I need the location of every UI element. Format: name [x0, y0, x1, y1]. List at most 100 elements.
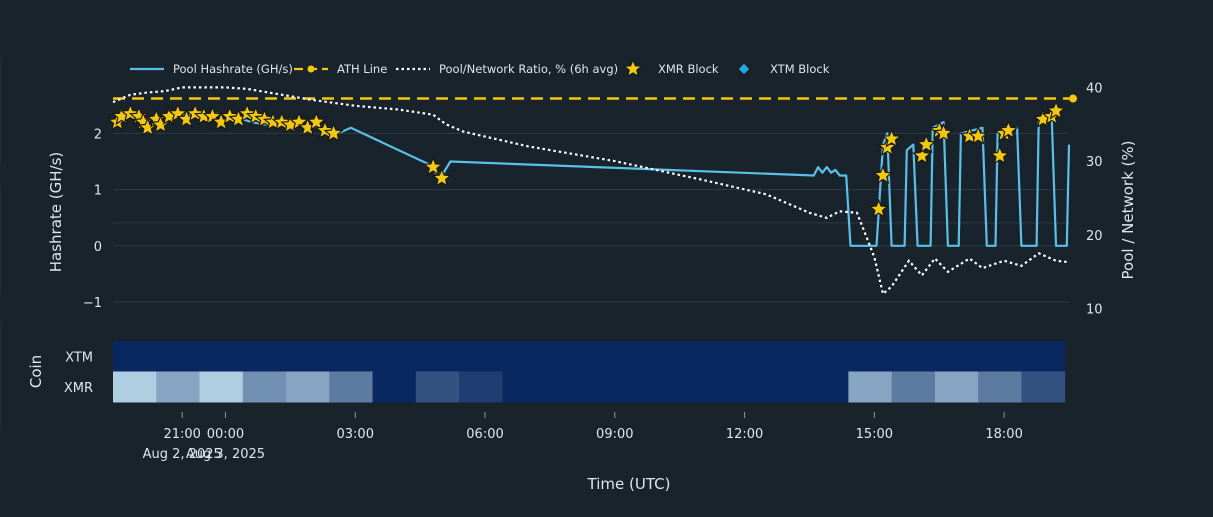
xmr-block-marker	[306, 111, 327, 131]
heatmap-cell-xmr	[199, 371, 244, 403]
heatmap-cell-xmr	[372, 371, 417, 403]
coin-heatmap	[113, 341, 1066, 403]
xmr-block-marker	[881, 128, 902, 148]
legend[interactable]: Pool Hashrate (GH/s) ATH Line Pool/Network…	[130, 58, 830, 78]
heatmap-cell-xmr	[545, 371, 590, 403]
heatmap-cell-xtm	[761, 341, 806, 372]
heatmap-cell-xtm	[934, 341, 979, 372]
heatmap-cell-xmr	[805, 371, 849, 403]
legend-label: XTM Block	[770, 62, 830, 76]
xmr-block-marker	[998, 120, 1019, 140]
heatmap-cell-xmr	[113, 371, 157, 403]
heatmap-cell-xtm	[502, 341, 547, 372]
y-right-tick-label: 40	[1086, 81, 1103, 96]
x-tick-label: 12:00	[726, 427, 763, 442]
xmr-block-marker	[219, 105, 240, 126]
heatmap-row-label: XMR	[64, 381, 93, 396]
heatmap-cell-xtm	[632, 341, 676, 372]
xmr-block-marker	[422, 156, 444, 176]
legend-label: XMR Block	[658, 62, 719, 76]
legend-label: ATH Line	[337, 62, 387, 76]
side-card-bottom	[0, 318, 2, 428]
legend-item-xmr[interactable]: XMR Block	[622, 58, 719, 78]
heatmap-cell-xmr	[459, 371, 503, 403]
legend-item-ath[interactable]: ATH Line	[294, 62, 387, 76]
legend-item-hashrate[interactable]: Pool Hashrate (GH/s)	[130, 62, 293, 76]
heatmap-cell-xmr	[156, 371, 201, 403]
xmr-block-marker	[916, 134, 937, 154]
legend-swatch-marker	[307, 65, 315, 73]
diamond-icon	[737, 62, 751, 76]
y-left-tick-label: 0	[94, 240, 102, 255]
x-tick-label: 03:00	[337, 427, 374, 442]
heatmap-cell-xmr	[934, 371, 979, 403]
xmr-block-marker	[254, 108, 275, 128]
heatmap-y-axis-title: Coin	[27, 355, 45, 388]
heatmap-cell-xtm	[156, 341, 201, 372]
heatmap-cell-xtm	[545, 341, 590, 372]
heatmap-cell-xmr	[415, 371, 460, 403]
xmr-block-marker	[968, 125, 989, 145]
legend-item-xtm[interactable]: XTM Block	[737, 62, 830, 76]
x-tick-label: 00:00	[207, 427, 244, 442]
heatmap-cell-xmr	[848, 371, 893, 403]
heatmap-row-label: XTM	[65, 350, 93, 365]
heatmap-cell-xmr	[978, 371, 1022, 403]
xmr-block-marker	[202, 105, 223, 126]
xmr-block-marker	[868, 198, 889, 218]
x-tick-label: 15:00	[856, 427, 893, 442]
legend-label: Pool/Network Ratio, % (6h avg)	[439, 62, 618, 76]
xmr-block-marker	[431, 167, 452, 187]
legend-label: Pool Hashrate (GH/s)	[173, 62, 293, 76]
block-markers	[107, 100, 1067, 218]
y-right-tick-label: 20	[1086, 229, 1103, 244]
xmr-block-marker	[933, 122, 954, 142]
xmr-block-marker	[989, 145, 1010, 165]
xmr-block-marker	[120, 103, 141, 123]
heatmap-cell-xtm	[113, 341, 157, 372]
heatmap-cell-xtm	[718, 341, 763, 372]
heatmap-cell-xmr	[286, 371, 330, 403]
x-tick-label: 06:00	[466, 427, 503, 442]
heatmap-cell-xmr	[891, 371, 936, 403]
heatmap-cell-xtm	[978, 341, 1022, 372]
x-tick-label: 18:00	[985, 427, 1022, 442]
heatmap-cell-xtm	[588, 341, 633, 372]
xmr-block-marker	[288, 111, 310, 131]
xmr-block-marker	[236, 103, 258, 123]
heatmap-cell-xtm	[675, 341, 720, 372]
heatmap-cell-xtm	[199, 341, 244, 372]
y-left-axis-title: Hashrate (GH/s)	[47, 152, 65, 273]
heatmap-cell-xtm	[1021, 341, 1066, 372]
ath-line-marker	[1069, 94, 1077, 103]
heatmap-cell-xmr	[502, 371, 547, 403]
heatmap-cell-xtm	[372, 341, 417, 372]
xmr-block-marker	[872, 164, 894, 185]
heatmap-cell-xmr	[242, 371, 287, 403]
legend-item-ratio[interactable]: Pool/Network Ratio, % (6h avg)	[396, 62, 618, 76]
xmr-block-marker	[271, 111, 292, 131]
heatmap-cell-xtm	[805, 341, 849, 372]
heatmap-cell-xmr	[718, 371, 763, 403]
heatmap-cell-xtm	[242, 341, 287, 372]
heatmap-cell-xmr	[329, 371, 374, 403]
x-tick-label: 09:00	[596, 427, 633, 442]
y-left-tick-label: −1	[83, 296, 102, 311]
xmr-block-marker	[1045, 100, 1067, 120]
heatmap-cell-xmr	[675, 371, 720, 403]
heatmap-cell-xmr	[761, 371, 806, 403]
star-icon	[622, 58, 644, 78]
gridlines	[113, 132, 1069, 303]
side-card-middle	[0, 185, 2, 295]
x-tick-label: 21:00	[163, 427, 200, 442]
xmr-block-marker	[323, 122, 344, 142]
heatmap-cell-xtm	[415, 341, 460, 372]
x-axis-title: Time (UTC)	[587, 475, 671, 493]
y-left-tick-label: 2	[94, 127, 102, 142]
y-right-tick-label: 10	[1086, 303, 1103, 318]
y-right-tick-label: 30	[1086, 155, 1103, 170]
side-card-top	[0, 55, 2, 165]
heatmap-cell-xtm	[848, 341, 893, 372]
heatmap-cell-xmr	[632, 371, 676, 403]
